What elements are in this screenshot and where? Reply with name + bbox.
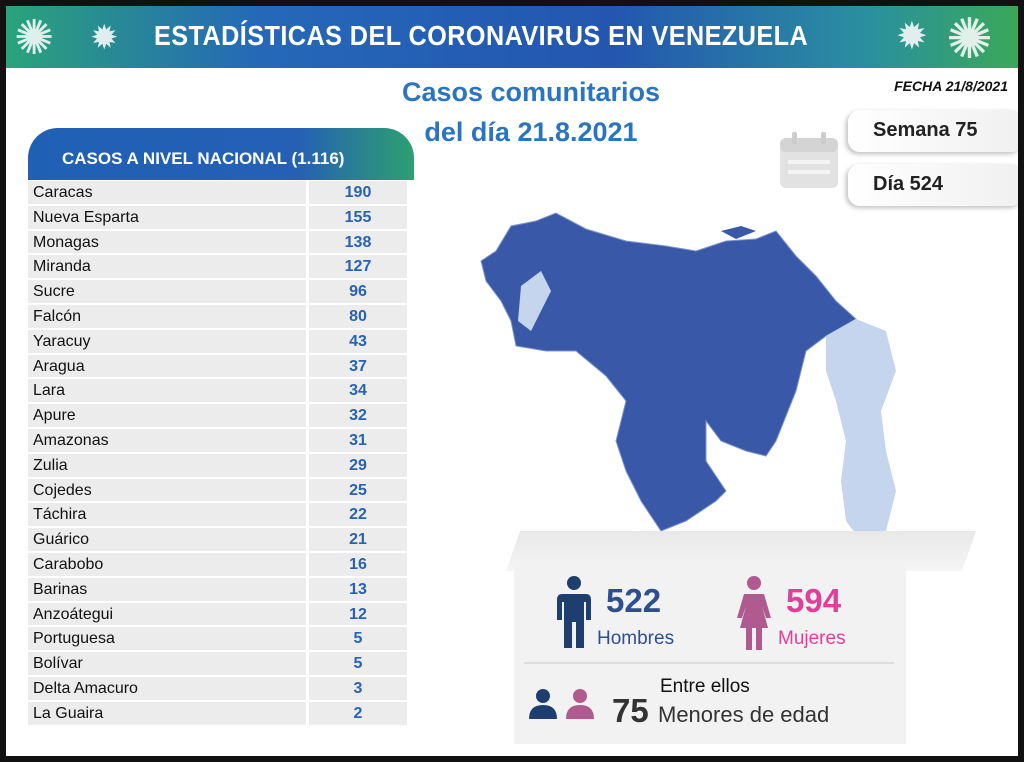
state-name: Guárico xyxy=(28,528,306,551)
stats-panel: 522 Hombres 594 Mujeres Entre ellos 75 M… xyxy=(514,562,906,744)
minors-count: 75 xyxy=(612,692,649,729)
case-count: 96 xyxy=(309,280,407,303)
minors-label: Menores de edad xyxy=(658,702,830,727)
table-row: Amazonas 31 xyxy=(28,428,414,454)
minors-intro: Entre ellos xyxy=(660,676,750,697)
table-row: Monagas 138 xyxy=(28,230,414,256)
banner: ✺ ✹ ESTADÍSTICAS DEL CORONAVIRUS EN VENE… xyxy=(6,6,1018,70)
men-count: 522 xyxy=(606,582,662,619)
table-row: Miranda 127 xyxy=(28,255,414,281)
state-name: Bolívar xyxy=(28,652,306,675)
state-name: Zulia xyxy=(28,453,306,477)
state-name: Barinas xyxy=(28,577,306,601)
banner-title: ESTADÍSTICAS DEL CORONAVIRUS EN VENEZUEL… xyxy=(154,20,809,51)
case-count: 34 xyxy=(309,379,407,403)
map-region-light xyxy=(518,271,551,331)
state-name: Anzoátegui xyxy=(28,602,306,626)
subtitle-line1: Casos comunitarios xyxy=(401,77,661,107)
table-row: Guárico 21 xyxy=(28,528,414,553)
women-count: 594 xyxy=(786,582,842,619)
case-count: 32 xyxy=(309,404,407,427)
virus-icon: ✺ xyxy=(946,7,993,70)
cases-table: Caracas 190 Nueva Esparta 155 Monagas 138 Mira… xyxy=(28,181,414,727)
date-label: FECHA 21/8/2021 xyxy=(894,78,1008,94)
case-count: 80 xyxy=(309,304,407,328)
case-count: 21 xyxy=(309,528,407,551)
table-row: Apure 32 xyxy=(28,404,414,429)
subtitle: Casos comunitarios del día 21.8.2021 xyxy=(376,72,686,152)
state-name: Portuguesa xyxy=(28,627,306,651)
table-row: Zulia 29 xyxy=(28,453,414,479)
state-name: Cojedes xyxy=(28,478,306,502)
state-name: Sucre xyxy=(28,280,306,303)
table-row: Aragua 37 xyxy=(28,354,414,380)
table-row: Cojedes 25 xyxy=(28,478,414,504)
case-count: 5 xyxy=(309,627,407,651)
virus-icon: ✹ xyxy=(90,19,119,57)
case-count: 16 xyxy=(309,552,407,576)
state-name: Yaracuy xyxy=(28,329,306,353)
table-row: Sucre 96 xyxy=(28,280,414,305)
subtitle-line2: del día 21.8.2021 xyxy=(424,117,638,147)
table-row: Yaracuy 43 xyxy=(28,329,414,355)
state-name: Nueva Esparta xyxy=(28,205,306,229)
case-count: 12 xyxy=(309,602,407,626)
case-count: 155 xyxy=(309,205,407,229)
state-name: Aragua xyxy=(28,354,306,378)
table-row: Carabobo 16 xyxy=(28,552,414,578)
table-row: Lara 34 xyxy=(28,379,414,405)
virus-icon: ✺ xyxy=(14,12,55,65)
table-row: La Guaira 2 xyxy=(28,701,414,727)
case-count: 138 xyxy=(309,230,407,254)
case-count: 127 xyxy=(309,255,407,279)
state-name: Delta Amacuro xyxy=(28,676,306,700)
case-count: 25 xyxy=(309,478,407,502)
man-icon xyxy=(557,576,591,648)
table-row: Portuguesa 5 xyxy=(28,627,414,653)
case-count: 43 xyxy=(309,329,407,353)
case-count: 5 xyxy=(309,652,407,675)
table-row: Falcón 80 xyxy=(28,304,414,330)
case-count: 22 xyxy=(309,503,407,527)
table-row: Táchira 22 xyxy=(28,503,414,529)
table-row: Anzoátegui 12 xyxy=(28,602,414,628)
case-count: 3 xyxy=(309,676,407,700)
venezuela-map xyxy=(480,212,896,541)
table-header: CASOS A NIVEL NACIONAL (1.116) xyxy=(28,128,414,180)
day-badge: Día 524 xyxy=(848,164,1018,206)
state-name: Apure xyxy=(28,404,306,427)
table-row: Nueva Esparta 155 xyxy=(28,205,414,231)
case-count: 37 xyxy=(309,354,407,378)
case-count: 13 xyxy=(309,577,407,601)
table-row: Delta Amacuro 3 xyxy=(28,676,414,702)
table-row: Caracas 190 xyxy=(28,181,414,206)
state-name: Miranda xyxy=(28,255,306,279)
state-name: La Guaira xyxy=(28,701,306,725)
men-label: Hombres xyxy=(597,628,675,649)
case-count: 31 xyxy=(309,428,407,452)
state-name: Táchira xyxy=(28,503,306,527)
state-name: Falcón xyxy=(28,304,306,328)
children-icon xyxy=(529,689,594,719)
state-name: Monagas xyxy=(28,230,306,254)
case-count: 2 xyxy=(309,701,407,725)
woman-icon xyxy=(737,576,771,650)
virus-icon: ✹ xyxy=(896,16,928,58)
case-count: 190 xyxy=(309,181,407,204)
infographic: ✺ ✹ ESTADÍSTICAS DEL CORONAVIRUS EN VENE… xyxy=(6,6,1018,756)
state-name: Lara xyxy=(28,379,306,403)
women-label: Mujeres xyxy=(778,628,846,649)
state-name: Amazonas xyxy=(28,428,306,452)
map-region-dark xyxy=(480,212,857,532)
calendar-icon xyxy=(780,132,838,188)
state-name: Caracas xyxy=(28,181,306,204)
divider xyxy=(524,662,894,664)
map-region-light xyxy=(826,319,896,541)
map-island xyxy=(721,226,756,239)
table-row: Barinas 13 xyxy=(28,577,414,603)
case-count: 29 xyxy=(309,453,407,477)
state-name: Carabobo xyxy=(28,552,306,576)
table-row: Bolívar 5 xyxy=(28,652,414,677)
week-badge: Semana 75 xyxy=(848,110,1018,152)
